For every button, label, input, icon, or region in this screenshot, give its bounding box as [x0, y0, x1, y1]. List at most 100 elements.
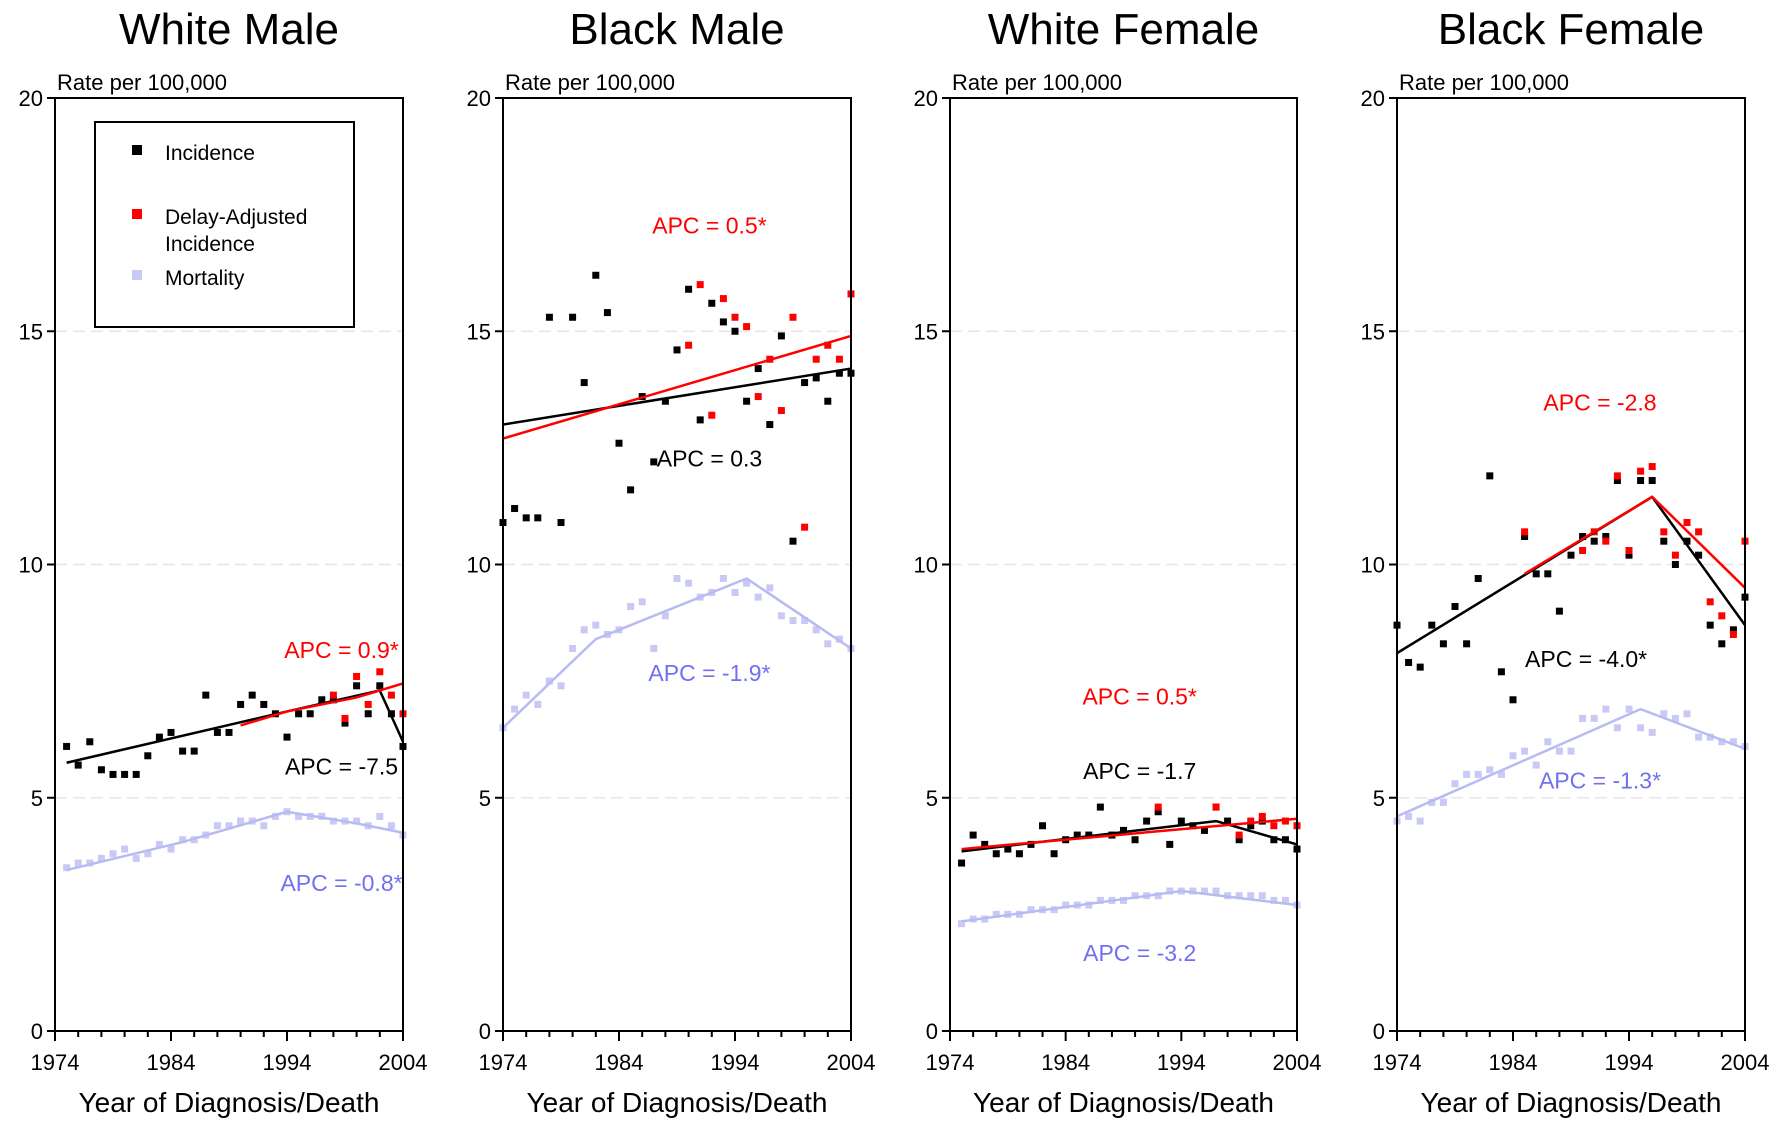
delay_adjusted-point [1154, 803, 1162, 811]
delay_adjusted-point [719, 295, 727, 303]
panel-3: Black Female Rate per 100,000 0 5 10 15 20 1974… [1361, 5, 1770, 1118]
incidence-point [237, 700, 245, 708]
x-tick-label: 1994 [1157, 1050, 1206, 1075]
mortality-point [511, 705, 519, 713]
mortality-point [213, 822, 221, 830]
mortality-point [1497, 770, 1505, 778]
incidence-point [341, 719, 349, 727]
mortality-point [534, 700, 542, 708]
incidence-point [1544, 570, 1552, 578]
incidence-point [766, 421, 774, 429]
x-axis-label: Year of Diagnosis/Death [79, 1087, 380, 1118]
mortality-point [569, 644, 577, 652]
y-tick-label: 5 [1373, 786, 1385, 811]
incidence-point [353, 682, 361, 690]
incidence-point [1405, 658, 1413, 666]
x-tick-label: 1994 [711, 1050, 760, 1075]
delay_adjusted-point [387, 691, 395, 699]
delay_adjusted-point [754, 393, 762, 401]
incidence-point [318, 696, 326, 704]
incidence-point [1648, 477, 1656, 485]
incidence-point [1270, 836, 1278, 844]
panel-1: Black Male Rate per 100,000 0 5 10 15 20 1974 19… [467, 5, 876, 1118]
delay_adjusted-trend-line [502, 334, 852, 440]
incidence-point [248, 691, 256, 699]
mortality-point [1451, 780, 1459, 788]
incidence-point [260, 700, 268, 708]
incidence-point [1177, 817, 1185, 825]
incidence-point [1521, 533, 1529, 541]
y-tick-label: 10 [914, 553, 938, 578]
incidence-point [789, 537, 797, 545]
mortality-point [638, 598, 646, 606]
delay_adjusted-point [708, 411, 716, 419]
delay_adjusted-point [743, 323, 751, 331]
apc-annotation: APC = 0.3 [657, 446, 762, 472]
mortality-trend-line [66, 810, 404, 872]
incidence-point [743, 397, 751, 405]
y-axis-label: Rate per 100,000 [505, 70, 675, 95]
mortality-point [132, 854, 140, 862]
mortality-point [777, 612, 785, 620]
mortality-point [353, 817, 361, 825]
delay_adjusted-point [1613, 472, 1621, 480]
incidence-point [1200, 826, 1208, 834]
mortality-point [237, 817, 245, 825]
plot-frame [1396, 97, 1746, 1032]
mortality-point [387, 822, 395, 830]
delay_adjusted-point [801, 523, 809, 531]
mortality-trend-line [1396, 707, 1746, 818]
legend-box [94, 121, 355, 328]
apc-annotation: APC = -1.9* [648, 660, 770, 686]
delay_adjusted-point [789, 313, 797, 321]
incidence-point [1050, 850, 1058, 858]
mortality-point [1718, 738, 1726, 746]
incidence-point [1451, 602, 1459, 610]
incidence-point [731, 327, 739, 335]
mortality-point [1544, 738, 1552, 746]
incidence-point [1189, 822, 1197, 830]
incidence-point [1555, 607, 1563, 615]
mortality-point [1695, 733, 1703, 741]
y-axis-label: Rate per 100,000 [57, 70, 227, 95]
delay_adjusted-point [1602, 537, 1610, 545]
incidence-point [1729, 626, 1737, 634]
legend-swatch [132, 145, 142, 155]
mortality-point [1602, 705, 1610, 713]
delay_adjusted-trend-line [1523, 495, 1746, 589]
apc-annotation: APC = -1.7 [1083, 758, 1196, 784]
incidence-point [283, 733, 291, 741]
incidence-point [167, 728, 175, 736]
apc-annotation: APC = 0.5* [1082, 683, 1196, 709]
plot-frame [949, 97, 1298, 1032]
apc-annotation: APC = -3.2 [1083, 940, 1196, 966]
x-axis-label: Year of Diagnosis/Death [1421, 1087, 1722, 1118]
incidence-point [213, 728, 221, 736]
chart-title: White Male [119, 5, 339, 54]
x-tick-label: 1984 [147, 1050, 196, 1075]
incidence-point [1004, 845, 1012, 853]
incidence-point [1602, 533, 1610, 541]
mortality-point [1235, 892, 1243, 900]
incidence-point [74, 761, 82, 769]
delay_adjusted-point [1706, 598, 1714, 606]
mortality-point [1625, 705, 1633, 713]
delay_adjusted-trend-line [961, 817, 1298, 851]
mortality-point [522, 691, 530, 699]
y-tick-label: 0 [31, 1019, 43, 1044]
mortality-point [97, 854, 105, 862]
incidence-point [376, 682, 384, 690]
legend-label: Incidence [165, 233, 255, 256]
mortality-point [1671, 714, 1679, 722]
delay_adjusted-point [1625, 547, 1633, 555]
panel-0: White Male Rate per 100,000 0 5 10 15 20 1974 19… [19, 5, 428, 1118]
incidence-point [801, 379, 809, 387]
incidence-point [1247, 822, 1255, 830]
incidence-point [1497, 668, 1505, 676]
mortality-point [295, 812, 303, 820]
incidence-point [1613, 477, 1621, 485]
mortality-point [1613, 724, 1621, 732]
x-tick-label: 1974 [926, 1050, 975, 1075]
mortality-point [1648, 728, 1656, 736]
mortality-point [109, 850, 117, 858]
